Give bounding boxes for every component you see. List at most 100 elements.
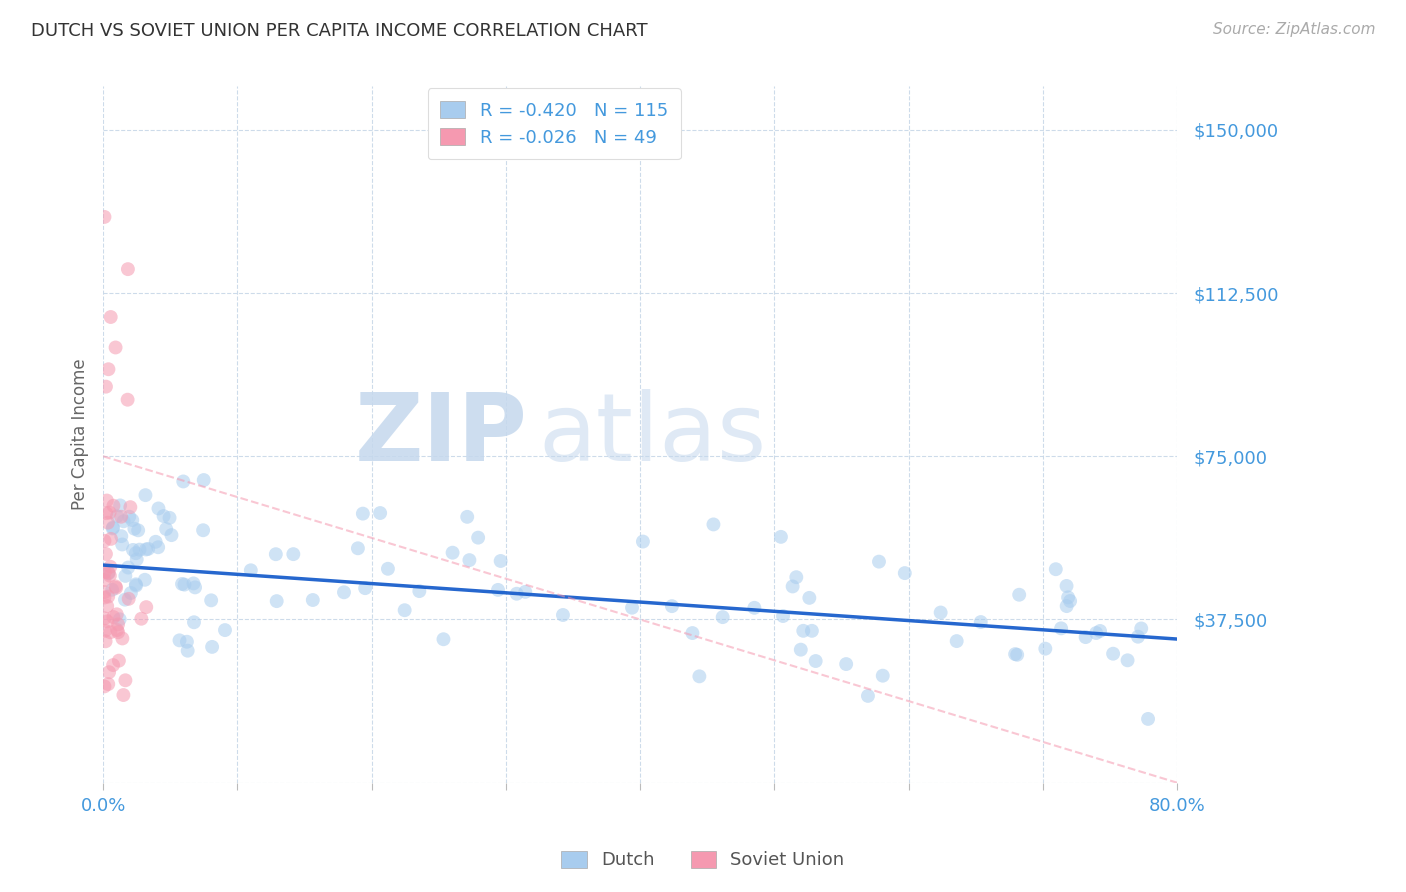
Point <box>103 499 125 513</box>
Point <box>631 534 654 549</box>
Text: atlas: atlas <box>538 389 766 481</box>
Point <box>94 565 117 579</box>
Legend: Dutch, Soviet Union: Dutch, Soviet Union <box>553 842 853 879</box>
Point <box>97 516 120 530</box>
Point <box>352 507 374 521</box>
Point <box>456 509 478 524</box>
Point <box>489 554 512 568</box>
Point <box>118 591 141 606</box>
Point <box>486 582 509 597</box>
Text: DUTCH VS SOVIET UNION PER CAPITA INCOME CORRELATION CHART: DUTCH VS SOVIET UNION PER CAPITA INCOME … <box>31 22 648 40</box>
Point <box>184 581 207 595</box>
Point <box>108 612 131 626</box>
Point <box>200 593 222 607</box>
Point <box>136 541 159 556</box>
Point <box>148 501 170 516</box>
Point <box>1085 626 1108 640</box>
Point <box>1004 647 1026 661</box>
Point <box>96 493 118 508</box>
Point <box>121 513 143 527</box>
Point <box>970 615 993 629</box>
Point <box>377 562 399 576</box>
Point <box>1005 648 1028 662</box>
Point <box>103 610 125 624</box>
Point <box>688 669 710 683</box>
Point <box>872 668 894 682</box>
Point <box>333 585 356 599</box>
Point <box>105 607 128 622</box>
Point <box>97 590 120 604</box>
Point <box>159 511 181 525</box>
Point <box>856 689 879 703</box>
Point <box>894 566 917 580</box>
Point <box>98 625 121 640</box>
Point <box>183 576 205 591</box>
Point <box>97 566 120 581</box>
Text: ZIP: ZIP <box>354 389 527 481</box>
Point <box>112 688 135 702</box>
Point <box>114 569 136 583</box>
Point <box>804 654 827 668</box>
Legend: R = -0.420   N = 115, R = -0.026   N = 49: R = -0.420 N = 115, R = -0.026 N = 49 <box>427 88 681 160</box>
Text: Source: ZipAtlas.com: Source: ZipAtlas.com <box>1212 22 1375 37</box>
Point <box>394 603 416 617</box>
Point <box>105 581 128 595</box>
Point <box>125 546 148 560</box>
Point <box>108 499 131 513</box>
Point <box>96 615 118 629</box>
Point <box>125 577 148 591</box>
Y-axis label: Per Capita Income: Per Capita Income <box>72 359 89 510</box>
Point <box>201 640 224 654</box>
Point <box>441 546 464 560</box>
Point <box>191 523 214 537</box>
Point <box>929 606 952 620</box>
Point <box>176 634 198 648</box>
Point <box>1137 712 1160 726</box>
Point <box>110 509 132 524</box>
Point <box>93 585 115 599</box>
Point <box>769 530 792 544</box>
Point <box>835 657 858 671</box>
Point <box>799 591 821 605</box>
Point <box>125 552 148 566</box>
Point <box>114 673 136 688</box>
Point <box>111 632 134 646</box>
Point <box>214 623 236 637</box>
Point <box>105 623 128 637</box>
Point <box>772 609 794 624</box>
Point <box>467 531 489 545</box>
Point <box>1130 622 1153 636</box>
Point <box>458 553 481 567</box>
Point <box>1059 594 1081 608</box>
Point <box>239 563 262 577</box>
Point <box>505 587 527 601</box>
Point <box>792 624 814 638</box>
Point <box>94 547 117 561</box>
Point <box>118 509 141 524</box>
Point <box>98 568 121 582</box>
Point <box>868 555 890 569</box>
Point <box>160 528 183 542</box>
Point <box>111 537 134 551</box>
Point <box>112 514 135 528</box>
Point <box>1033 641 1056 656</box>
Point <box>193 473 215 487</box>
Point <box>96 506 118 520</box>
Point <box>105 509 128 524</box>
Point <box>790 642 813 657</box>
Point <box>98 665 121 680</box>
Point <box>1008 588 1031 602</box>
Point <box>104 579 127 593</box>
Point <box>94 379 117 393</box>
Point <box>283 547 305 561</box>
Point <box>169 633 191 648</box>
Point <box>354 581 377 595</box>
Point <box>124 522 146 536</box>
Point <box>170 577 193 591</box>
Point <box>1116 653 1139 667</box>
Point <box>301 593 323 607</box>
Point <box>155 522 177 536</box>
Point <box>702 517 724 532</box>
Point <box>134 573 156 587</box>
Point <box>408 584 430 599</box>
